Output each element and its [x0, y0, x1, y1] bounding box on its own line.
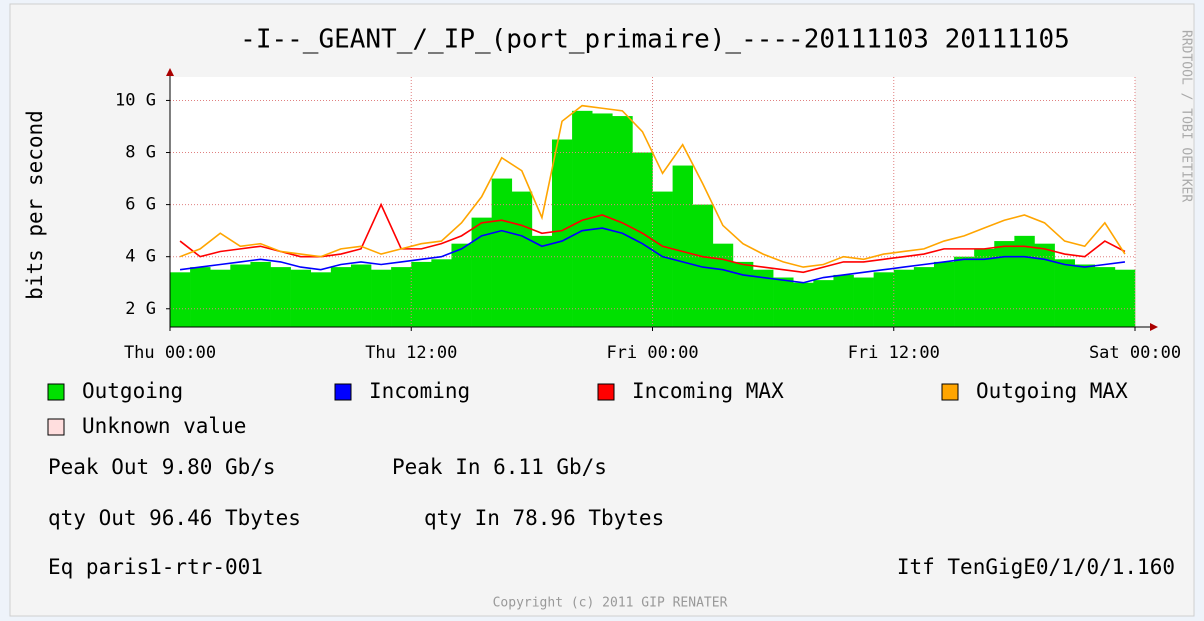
area-bar	[933, 261, 955, 327]
series-line	[179, 227, 1126, 284]
area-bar	[692, 204, 714, 327]
stat: Eq paris1-rtr-001	[48, 555, 263, 579]
area-bar	[753, 269, 774, 327]
stat: Peak Out 9.80 Gb/s	[48, 455, 276, 479]
x-tick-label: Thu 12:00	[365, 343, 457, 363]
series-line	[179, 202, 1126, 274]
area-bar	[893, 269, 915, 327]
area-bar	[270, 267, 291, 327]
y-tick-label: 4 G	[125, 247, 156, 267]
area-bar	[290, 269, 312, 327]
area-bar	[572, 110, 593, 328]
area-bar	[431, 259, 452, 327]
area-bar	[712, 243, 734, 327]
series-line	[179, 104, 1126, 268]
area-bar	[592, 113, 613, 327]
legend-label: Incoming MAX	[632, 379, 784, 403]
area-bar	[793, 282, 814, 327]
area-bar	[411, 261, 432, 327]
area-bar	[632, 152, 653, 327]
legend-swatch	[597, 383, 615, 401]
chart-title: -I--_GEANT_/_IP_(port_primaire)_----2011…	[240, 25, 1070, 55]
stat: qty Out 96.46 Tbytes	[48, 506, 301, 530]
area-bar	[1034, 243, 1055, 327]
stat: Itf TenGigE0/1/0/1.160	[897, 555, 1175, 579]
area-bar	[210, 269, 231, 327]
legend-swatch	[47, 418, 65, 436]
area-bar	[230, 264, 251, 327]
area-bar	[913, 267, 935, 327]
area-bar	[672, 165, 694, 327]
legend-swatch	[47, 383, 65, 401]
area-bar	[190, 267, 211, 327]
area-bar	[531, 235, 553, 327]
x-axis-arrow	[1150, 323, 1158, 331]
y-tick-label: 2 G	[125, 299, 156, 319]
area-bar	[511, 191, 533, 327]
copyright: Copyright (c) 2011 GIP RENATER	[493, 596, 728, 611]
y-tick-label: 10 G	[115, 90, 156, 110]
stat: qty In 78.96 Tbytes	[424, 506, 664, 530]
area-bar	[170, 272, 191, 327]
area-bar	[310, 272, 332, 327]
area-bar	[491, 178, 513, 327]
area-bar	[873, 272, 895, 327]
area-bar	[954, 256, 975, 327]
legend-label: Unknown value	[82, 414, 246, 438]
area-bar	[471, 217, 492, 327]
area-bar	[652, 191, 673, 327]
legend-swatch	[334, 383, 352, 401]
area-bar	[853, 277, 874, 327]
y-tick-label: 8 G	[125, 143, 156, 163]
area-bar	[773, 277, 794, 327]
y-axis-label: bits per second	[23, 110, 47, 300]
area-bar	[350, 264, 372, 327]
area-bar	[391, 267, 412, 327]
area-bar	[732, 261, 754, 327]
area-bar	[1014, 235, 1035, 327]
area-bar	[813, 280, 834, 327]
legend-label: Incoming	[369, 379, 470, 403]
area-bar	[612, 116, 633, 327]
area-bar	[833, 274, 854, 327]
area-bar	[330, 267, 352, 327]
y-axis-arrow	[166, 68, 174, 76]
legend-label: Outgoing MAX	[976, 379, 1128, 403]
x-tick-label: Sat 00:00	[1089, 343, 1181, 363]
area-bar	[250, 261, 271, 327]
area-bar	[994, 241, 1015, 327]
area-bar	[974, 248, 995, 327]
y-tick-label: 6 G	[125, 195, 156, 215]
legend-label: Outgoing	[82, 379, 183, 403]
area-bar	[1074, 264, 1096, 327]
area-bar	[1054, 259, 1075, 327]
side-label: RRDTOOL / TOBI OETIKER	[1179, 30, 1194, 202]
area-bar	[1094, 267, 1116, 327]
x-tick-label: Fri 00:00	[606, 343, 698, 363]
x-tick-label: Fri 12:00	[848, 343, 940, 363]
stat: Peak In 6.11 Gb/s	[392, 455, 607, 479]
x-tick-label: Thu 00:00	[124, 343, 216, 363]
area-bar	[1114, 269, 1136, 327]
area-bar	[371, 269, 392, 327]
area-bar	[551, 139, 573, 327]
legend-swatch	[941, 383, 959, 401]
area-bar	[451, 243, 472, 327]
